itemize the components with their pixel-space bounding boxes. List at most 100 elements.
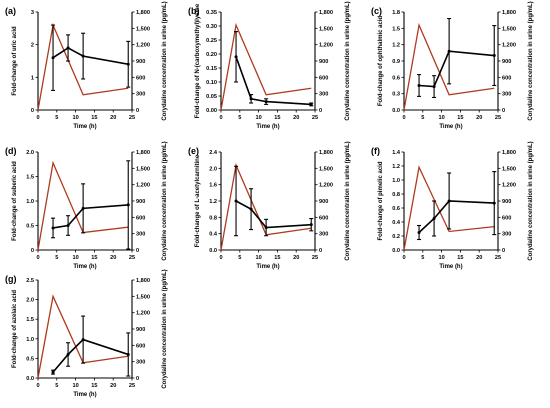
y-tick-label: 0.30 xyxy=(206,24,217,30)
y-axis-label: Fold-change of azelaic acid xyxy=(12,290,18,368)
x-tick-label: 5 xyxy=(421,255,424,261)
y2-tick-label: 1,500 xyxy=(136,26,150,32)
data-point xyxy=(81,338,85,342)
x-tick-label: 10 xyxy=(72,255,78,261)
y-tick-label: 0.20 xyxy=(206,52,217,58)
y2-tick-label: 300 xyxy=(136,232,145,238)
data-point xyxy=(264,226,268,230)
data-point xyxy=(81,54,85,58)
y-tick-label: 0.0 xyxy=(392,108,400,114)
y2-tick-label: 1,800 xyxy=(319,150,333,156)
y2-tick-label: 1,200 xyxy=(319,183,333,189)
y-tick-label: 1.2 xyxy=(392,164,400,170)
y-tick-label: 3 xyxy=(31,10,34,16)
panel-label: (d) xyxy=(5,146,17,156)
x-tick-label: 20 xyxy=(293,255,299,261)
panel-label: (e) xyxy=(188,146,199,156)
x-axis-label: Time (h) xyxy=(73,392,96,398)
y-tick-label: 1 xyxy=(31,75,34,81)
x-tick-label: 10 xyxy=(72,115,78,121)
y-tick-label: 1.0 xyxy=(26,337,34,343)
y2-tick-label: 600 xyxy=(319,215,328,221)
x-tick-label: 15 xyxy=(91,383,97,389)
y2-tick-label: 1,500 xyxy=(319,26,333,32)
data-point xyxy=(492,54,496,58)
fold-change-line xyxy=(418,50,495,88)
x-tick-label: 10 xyxy=(255,255,261,261)
x-tick-label: 10 xyxy=(72,383,78,389)
chart-panel: (d) 0 0.5 1.0 1.5 2.0 0 300 600 900 1,200 1,500 1,80… xyxy=(5,141,168,270)
data-point xyxy=(417,84,421,87)
x-axis-label: Time (h) xyxy=(73,124,96,130)
x-tick-label: 5 xyxy=(238,255,241,261)
y2-tick-label: 300 xyxy=(319,232,328,238)
y-tick-label: 0.8 xyxy=(209,215,217,221)
data-point xyxy=(234,199,238,203)
x-tick-label: 15 xyxy=(91,115,97,121)
y2-axis-label: Corydaline concentration in urine (pg/mL… xyxy=(528,1,534,120)
data-point xyxy=(309,223,313,227)
x-tick-label: 20 xyxy=(293,115,299,121)
y2-tick-label: 300 xyxy=(502,92,511,98)
fold-change-line xyxy=(418,200,495,234)
y-tick-label: 0.9 xyxy=(392,59,400,65)
x-tick-label: 20 xyxy=(110,383,116,389)
y-tick-label: 1.2 xyxy=(392,43,400,49)
x-tick-label: 10 xyxy=(255,115,261,121)
x-tick-label: 20 xyxy=(110,115,116,121)
x-tick-label: 15 xyxy=(274,255,280,261)
y-tick-label: 0.0 xyxy=(209,248,217,254)
y-tick-label: 0.6 xyxy=(392,206,400,212)
y-tick-label: 2.4 xyxy=(209,150,218,156)
y2-tick-label: 1,200 xyxy=(136,43,150,49)
y-axis-label: Fold-change of uric acid xyxy=(12,26,18,96)
chart-panel: (f) 0.0 0.2 0.4 0.6 0.8 1.0 1.2 1.4 0 300 600 900 1,2… xyxy=(371,141,534,270)
x-tick-label: 15 xyxy=(457,255,463,261)
y2-tick-label: 600 xyxy=(136,215,145,221)
x-tick-label: 0 xyxy=(402,255,405,261)
x-tick-label: 20 xyxy=(476,255,482,261)
data-point xyxy=(51,370,55,374)
y2-tick-label: 900 xyxy=(319,199,328,205)
x-tick-label: 0 xyxy=(36,115,39,121)
concentration-line xyxy=(220,22,312,111)
y-tick-label: 2.0 xyxy=(209,166,217,172)
fold-change-line xyxy=(235,200,312,229)
data-point xyxy=(51,226,55,230)
y2-tick-label: 1,200 xyxy=(502,43,516,49)
y-axis-label: Fold-change of suberic acid xyxy=(12,161,18,241)
concentration-line xyxy=(403,22,495,111)
y2-axis-label: Corydaline concentration in urine (pg/mL… xyxy=(162,141,168,260)
y2-tick-label: 1,800 xyxy=(136,278,150,284)
y-tick-label: 0.8 xyxy=(392,192,400,198)
concentration-line xyxy=(403,165,495,251)
y2-tick-label: 900 xyxy=(136,327,145,333)
data-point xyxy=(126,203,130,207)
y2-tick-label: 0 xyxy=(136,376,139,382)
x-tick-label: 5 xyxy=(55,115,58,121)
y2-tick-label: 600 xyxy=(502,75,511,81)
x-tick-label: 25 xyxy=(495,255,501,261)
data-point xyxy=(81,206,85,210)
x-axis-label: Time (h) xyxy=(439,124,462,130)
y2-axis-label: Corydaline concentration in urine (pg/mL… xyxy=(162,1,168,120)
y-axis-label: Fold-change of N-(carboxymethyl)lysine xyxy=(195,3,201,118)
y-axis-label: Fold-change of L-acetylcarnitine xyxy=(195,154,201,247)
y2-tick-label: 0 xyxy=(502,108,505,114)
x-tick-label: 0 xyxy=(36,383,39,389)
x-tick-label: 0 xyxy=(219,115,222,121)
y2-tick-label: 0 xyxy=(319,248,322,254)
y2-tick-label: 900 xyxy=(502,59,511,65)
concentration-line xyxy=(220,162,312,251)
y2-tick-label: 1,800 xyxy=(136,10,150,16)
y2-tick-label: 0 xyxy=(502,248,505,254)
x-tick-label: 15 xyxy=(457,115,463,121)
y-tick-label: 1.6 xyxy=(209,183,217,189)
x-tick-label: 0 xyxy=(219,255,222,261)
y-tick-label: 0.35 xyxy=(206,10,217,16)
y-axis-label: Fold-change of ophthalmic acid xyxy=(378,16,384,107)
y-tick-label: 0.0 xyxy=(26,376,34,382)
y2-tick-label: 1,200 xyxy=(136,311,150,317)
y-tick-label: 0 xyxy=(31,248,34,254)
